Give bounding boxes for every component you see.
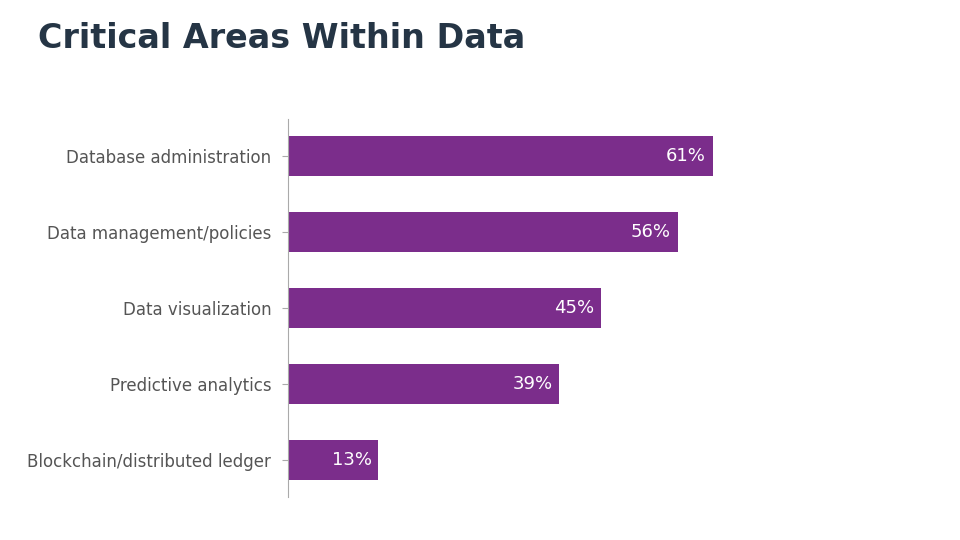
Text: 61%: 61%: [665, 147, 706, 165]
Bar: [288, 440, 378, 480]
Bar: [288, 212, 678, 252]
Text: 45%: 45%: [554, 299, 594, 317]
Bar: [288, 364, 560, 403]
Bar: [288, 136, 712, 176]
Text: 39%: 39%: [513, 375, 553, 393]
Bar: [288, 288, 601, 328]
Text: 56%: 56%: [631, 223, 671, 241]
Text: Critical Areas Within Data: Critical Areas Within Data: [38, 22, 526, 55]
Text: 13%: 13%: [331, 451, 372, 469]
